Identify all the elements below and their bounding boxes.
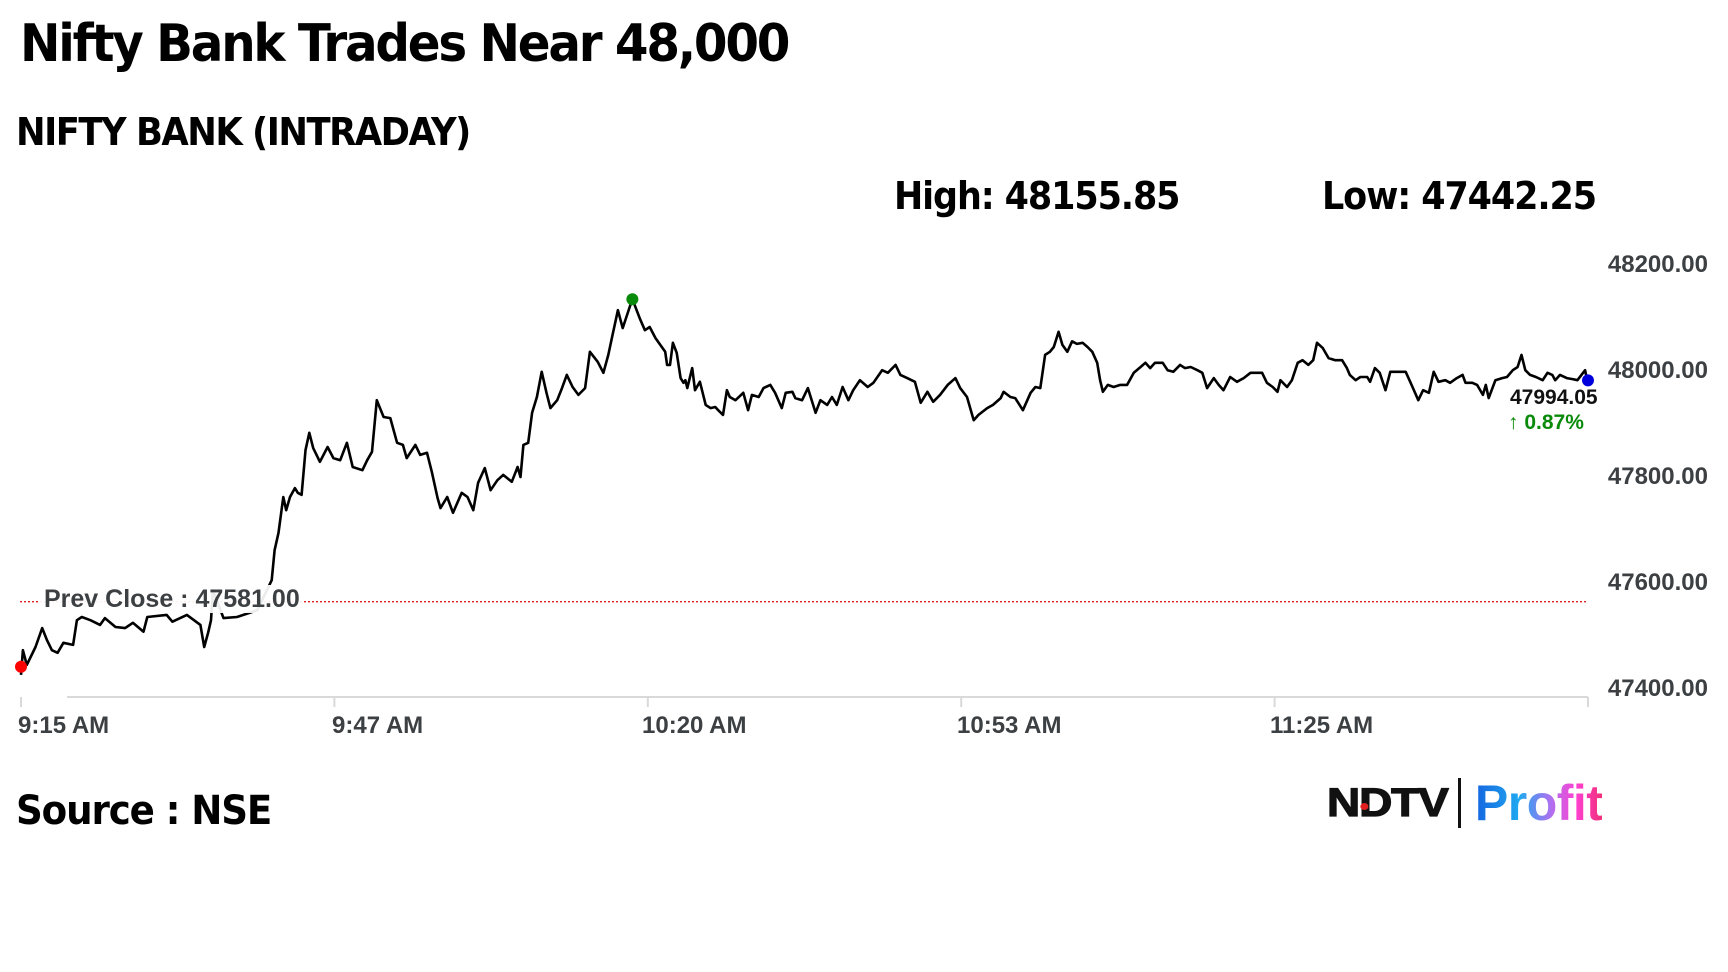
ndtv-text: NDTV — [1326, 780, 1449, 825]
x-tick-label: 9:47 AM — [332, 712, 424, 739]
y-tick-label: 47400.00 — [1607, 675, 1708, 702]
profit-wordmark: Profit — [1474, 775, 1603, 831]
x-tick-label: 10:20 AM — [642, 712, 747, 739]
ndtv-wordmark: NDTV — [1326, 780, 1449, 826]
day-low-label: Low: 47442.25 — [1322, 174, 1597, 218]
current-change-label: ↑ 0.87% — [1508, 411, 1584, 434]
y-tick-label: 47800.00 — [1607, 463, 1708, 490]
high-marker — [626, 293, 639, 306]
current-value-label: 47994.05 — [1510, 386, 1598, 409]
current-marker — [1581, 374, 1594, 387]
price-line — [19, 297, 1590, 675]
x-axis-ticks — [20, 697, 1589, 707]
y-tick-label: 48200.00 — [1607, 251, 1708, 278]
y-tick-label: 48000.00 — [1607, 357, 1708, 384]
ndtv-profit-logo: NDTV Profit — [1326, 775, 1603, 831]
x-tick-label: 10:53 AM — [957, 712, 1062, 739]
chart-subtitle: NIFTY BANK (INTRADAY) — [16, 110, 471, 154]
prev-close-label: Prev Close : 47581.00 — [40, 585, 304, 613]
source-note: Source : NSE — [16, 788, 272, 834]
y-tick-label: 47600.00 — [1607, 569, 1708, 596]
page-title: Nifty Bank Trades Near 48,000 — [20, 14, 790, 74]
x-tick-label: 11:25 AM — [1270, 712, 1374, 739]
low-marker — [15, 660, 27, 673]
x-tick-label: 9:15 AM — [18, 712, 110, 739]
day-high-label: High: 48155.85 — [894, 174, 1181, 218]
logo-divider — [1457, 778, 1461, 828]
ndtv-red-dot-icon — [1360, 802, 1369, 810]
